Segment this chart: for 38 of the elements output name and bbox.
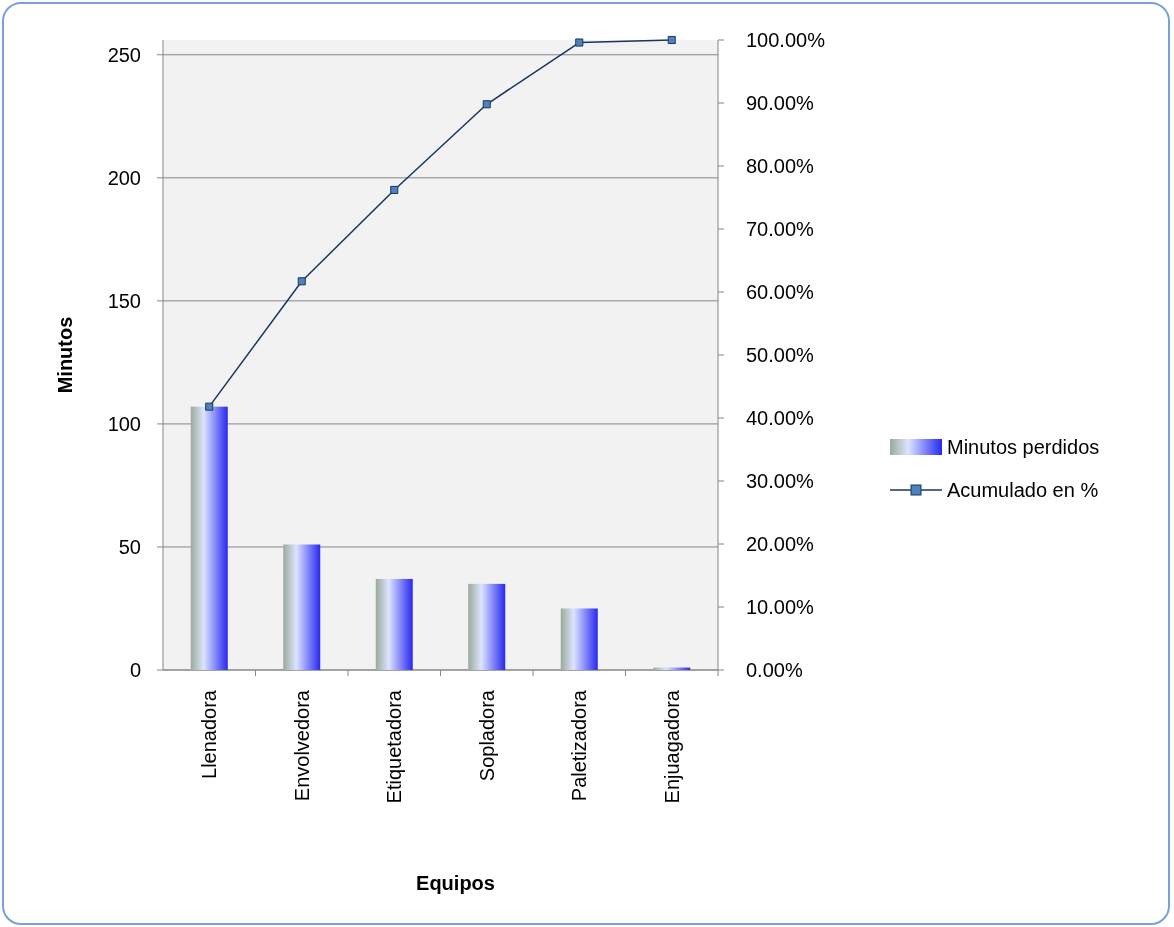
y-tick-label: 0	[129, 659, 141, 681]
x-tick-label: Paletizadora	[568, 689, 591, 802]
legend-label: Minutos perdidos	[947, 436, 1100, 458]
x-tick-label: Sopladora	[475, 689, 498, 782]
bar	[375, 578, 413, 670]
legend-label: Acumulado en %	[947, 479, 1099, 501]
point	[482, 100, 491, 109]
point	[667, 35, 676, 45]
point	[297, 277, 306, 286]
y-tick-label: 250	[107, 43, 141, 66]
bar	[560, 608, 598, 670]
bar	[283, 544, 321, 670]
y2-tick-label: 0.00%	[746, 659, 803, 681]
y2-tick-label: 50.00%	[746, 344, 815, 366]
y2-tick-label: 90.00%	[746, 92, 815, 114]
point	[205, 402, 214, 411]
bar	[190, 406, 228, 670]
y2-tick-label: 20.00%	[746, 533, 815, 555]
y2-tick-label: 100.00%	[746, 29, 826, 51]
x-tick-label: Llenadora	[198, 689, 221, 779]
y2-tick-label: 60.00%	[746, 281, 815, 303]
y-tick-label: 100	[107, 412, 141, 435]
y2-tick-label: 80.00%	[746, 155, 815, 177]
x-axis-title: Equipos	[416, 872, 495, 894]
bar	[468, 583, 506, 670]
y2-tick-label: 70.00%	[746, 218, 815, 240]
point	[575, 38, 584, 47]
x-tick-label: Envolvedora	[290, 689, 313, 802]
y-tick-label: 50	[118, 535, 141, 558]
y-tick-label: 150	[107, 289, 141, 312]
y2-tick-label: 10.00%	[746, 596, 815, 618]
y-tick-label: 200	[107, 166, 141, 189]
y-axis-title: Minutos	[54, 316, 76, 394]
y2-tick-label: 30.00%	[746, 470, 815, 492]
x-tick-label: Etiquetadora	[383, 689, 406, 804]
x-tick-label: Enjuagadora	[660, 689, 683, 804]
y2-tick-label: 40.00%	[746, 407, 815, 429]
point	[390, 185, 399, 194]
